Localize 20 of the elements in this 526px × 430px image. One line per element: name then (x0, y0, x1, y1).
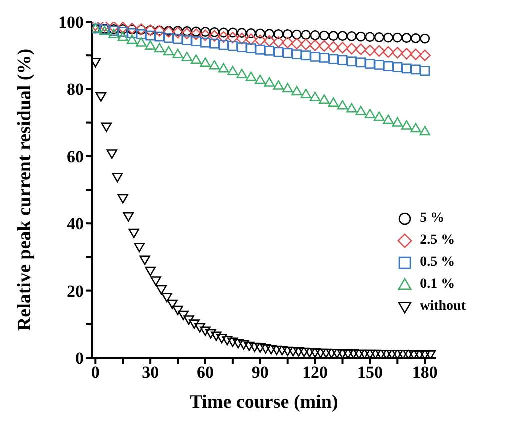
x-tick-label: 0 (91, 363, 100, 382)
y-axis-title: Relative peak current residual (%) (14, 48, 36, 332)
x-axis-title: Time course (min) (190, 392, 338, 413)
x-tick-label: 90 (252, 363, 269, 382)
y-tick-label: 40 (67, 214, 84, 234)
y-tick-label: 100 (58, 13, 84, 32)
legend-label: 0.1 % (420, 276, 456, 294)
x-tick-label: 150 (357, 363, 383, 382)
legend-label: 0.5 % (420, 254, 456, 272)
x-tick-label: 30 (142, 363, 160, 382)
y-tick-label: 0 (76, 349, 84, 368)
x-tick-label: 60 (196, 363, 214, 382)
legend-label: without (420, 298, 466, 316)
x-tick-label: 120 (302, 363, 328, 382)
y-tick-label: 60 (67, 147, 84, 166)
y-tick-label: 20 (67, 282, 84, 301)
legend-label: 2.5 % (420, 232, 456, 250)
legend-label: 5 % (420, 210, 445, 228)
y-tick-label: 80 (67, 80, 84, 100)
x-tick-label: 180 (412, 363, 438, 382)
